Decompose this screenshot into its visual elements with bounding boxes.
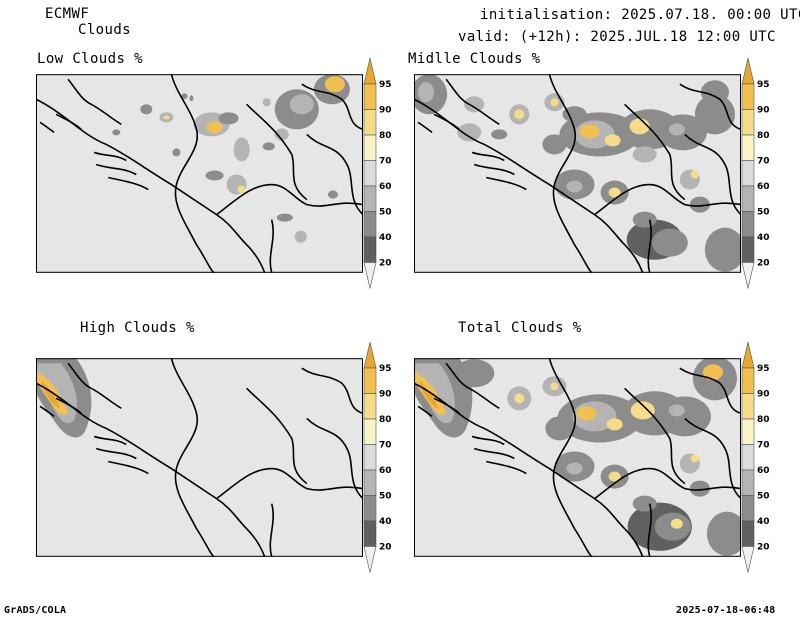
- colorbar-segment: [741, 236, 755, 263]
- colorbar-segment: [741, 495, 755, 522]
- colorbar-tick-label: 40: [757, 233, 770, 243]
- colorbar-tick-label: 95: [757, 80, 770, 90]
- map-high-clouds: [36, 358, 363, 557]
- colorbar-middle: 95 90 80 70 60 50 40 20: [741, 57, 770, 289]
- colorbar-tick-label: 60: [757, 182, 770, 192]
- colorbar-segment: [741, 444, 755, 471]
- panel-title-low: Low Clouds %: [37, 51, 143, 67]
- valid-time: valid: (+12h): 2025.JUL.18 12:00 UTC: [458, 29, 776, 45]
- colorbar-tick-label: 80: [757, 131, 770, 141]
- colorbar-tick-label: 40: [379, 517, 392, 527]
- colorbar-segment: [363, 393, 377, 420]
- colorbar-tick-label: 90: [757, 106, 770, 116]
- colorbar-bottom-arrow: [363, 262, 377, 289]
- cloud-cover-fields: [414, 74, 741, 272]
- colorbar-tick-label: 60: [379, 466, 392, 476]
- colorbar-bottom-arrow: [741, 546, 755, 573]
- coastline-and-borders: [36, 358, 363, 557]
- colorbar-top-arrow: [363, 341, 377, 369]
- colorbar-tick-label: 40: [757, 517, 770, 527]
- colorbar-segment: [741, 393, 755, 420]
- colorbar-tick-label: 20: [757, 543, 770, 553]
- colorbar-tick-label: 40: [379, 233, 392, 243]
- colorbar-tick-label: 70: [379, 157, 392, 167]
- coastline-and-borders: [36, 74, 363, 273]
- colorbar-segment: [363, 211, 377, 238]
- colorbar-tick-label: 95: [379, 80, 392, 90]
- model-name: ECMWF: [45, 6, 90, 22]
- cloud-cover-fields: [414, 358, 741, 556]
- colorbar-segment: [363, 134, 377, 161]
- colorbar-segment: [363, 236, 377, 263]
- colorbar-segment: [363, 185, 377, 212]
- colorbar-tick-label: 50: [379, 492, 392, 502]
- colorbar-tick-label: 60: [379, 182, 392, 192]
- colorbar-segment: [363, 520, 377, 547]
- panel-title-middle: Midlle Clouds %: [408, 51, 541, 67]
- colorbar-high: 95 90 80 70 60 50 40 20: [363, 341, 392, 573]
- colorbar-tick-label: 70: [757, 441, 770, 451]
- map-middle-clouds: [414, 74, 741, 273]
- colorbar-segment: [741, 469, 755, 496]
- colorbar-tick-label: 80: [757, 415, 770, 425]
- colorbar-segment: [363, 109, 377, 136]
- colorbar-segment: [741, 160, 755, 187]
- colorbar-segment: [363, 495, 377, 522]
- colorbar-tick-label: 50: [757, 492, 770, 502]
- colorbar-top-arrow: [741, 57, 755, 85]
- panel-title-high: High Clouds %: [80, 320, 195, 336]
- panel-title-total: Total Clouds %: [458, 320, 582, 336]
- colorbar-segment: [741, 83, 755, 110]
- colorbar-tick-label: 80: [379, 131, 392, 141]
- colorbar-tick-label: 60: [757, 466, 770, 476]
- colorbar-total: 95 90 80 70 60 50 40 20: [741, 341, 770, 573]
- colorbar-segment: [363, 444, 377, 471]
- footer-timestamp: 2025-07-18-06:48: [676, 605, 776, 616]
- colorbar-low: 95 90 80 70 60 50 40 20: [363, 57, 392, 289]
- colorbar-tick-label: 90: [379, 390, 392, 400]
- colorbar-tick-label: 50: [757, 208, 770, 218]
- colorbar-segment: [363, 418, 377, 445]
- colorbar-tick-label: 70: [757, 157, 770, 167]
- cloud-cover-fields: [112, 74, 350, 243]
- cloud-cover-fields: [36, 358, 92, 438]
- colorbar-tick-label: 50: [379, 208, 392, 218]
- colorbar-top-arrow: [363, 57, 377, 85]
- colorbar-segment: [741, 367, 755, 394]
- map-low-clouds: [36, 74, 363, 273]
- initialisation-time: initialisation: 2025.07.18. 00:00 UTC: [480, 7, 800, 23]
- colorbar-bottom-arrow: [363, 546, 377, 573]
- colorbar-tick-label: 20: [757, 259, 770, 269]
- colorbar-top-arrow: [741, 341, 755, 369]
- colorbar-bottom-arrow: [741, 262, 755, 289]
- colorbar-segment: [741, 520, 755, 547]
- colorbar-tick-label: 20: [379, 259, 392, 269]
- map-total-clouds: [414, 358, 741, 557]
- colorbar-tick-label: 95: [379, 364, 392, 374]
- colorbar-segment: [741, 211, 755, 238]
- coastline-and-borders: [414, 74, 741, 273]
- colorbar-segment: [363, 469, 377, 496]
- colorbar-segment: [741, 134, 755, 161]
- colorbar-tick-label: 95: [757, 364, 770, 374]
- colorbar-tick-label: 70: [379, 441, 392, 451]
- colorbar-segment: [741, 185, 755, 212]
- colorbar-segment: [741, 109, 755, 136]
- colorbar-tick-label: 80: [379, 415, 392, 425]
- coastline-and-borders: [414, 358, 741, 557]
- footer-software: GrADS/COLA: [4, 605, 67, 616]
- product-name: Clouds: [78, 22, 131, 38]
- colorbar-segment: [741, 418, 755, 445]
- colorbar-tick-label: 20: [379, 543, 392, 553]
- colorbar-segment: [363, 367, 377, 394]
- colorbar-tick-label: 90: [379, 106, 392, 116]
- colorbar-segment: [363, 160, 377, 187]
- colorbar-segment: [363, 83, 377, 110]
- colorbar-tick-label: 90: [757, 390, 770, 400]
